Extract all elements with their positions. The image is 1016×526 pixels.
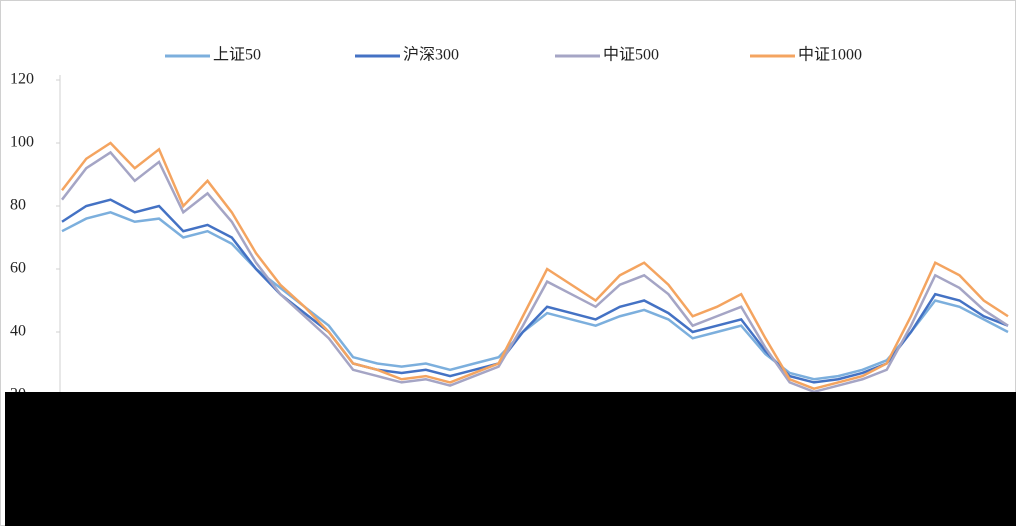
legend-label: 中证1000 [798,46,862,64]
series-line [61,210,1009,381]
y-tick-label: 40 [10,323,26,340]
black-overlay [5,392,1016,526]
legend-label: 上证50 [213,46,261,64]
series-line [61,150,1009,394]
series-line [61,141,1009,391]
plot-area: 20406080100120 [10,71,1009,403]
y-tick-label: 120 [10,71,34,88]
legend-label: 中证500 [603,46,659,64]
legend-label: 沪深300 [403,46,459,64]
y-tick-label: 100 [10,134,34,151]
y-tick-label: 60 [10,260,26,277]
series-line [61,198,1009,384]
y-tick-label: 80 [10,197,26,214]
